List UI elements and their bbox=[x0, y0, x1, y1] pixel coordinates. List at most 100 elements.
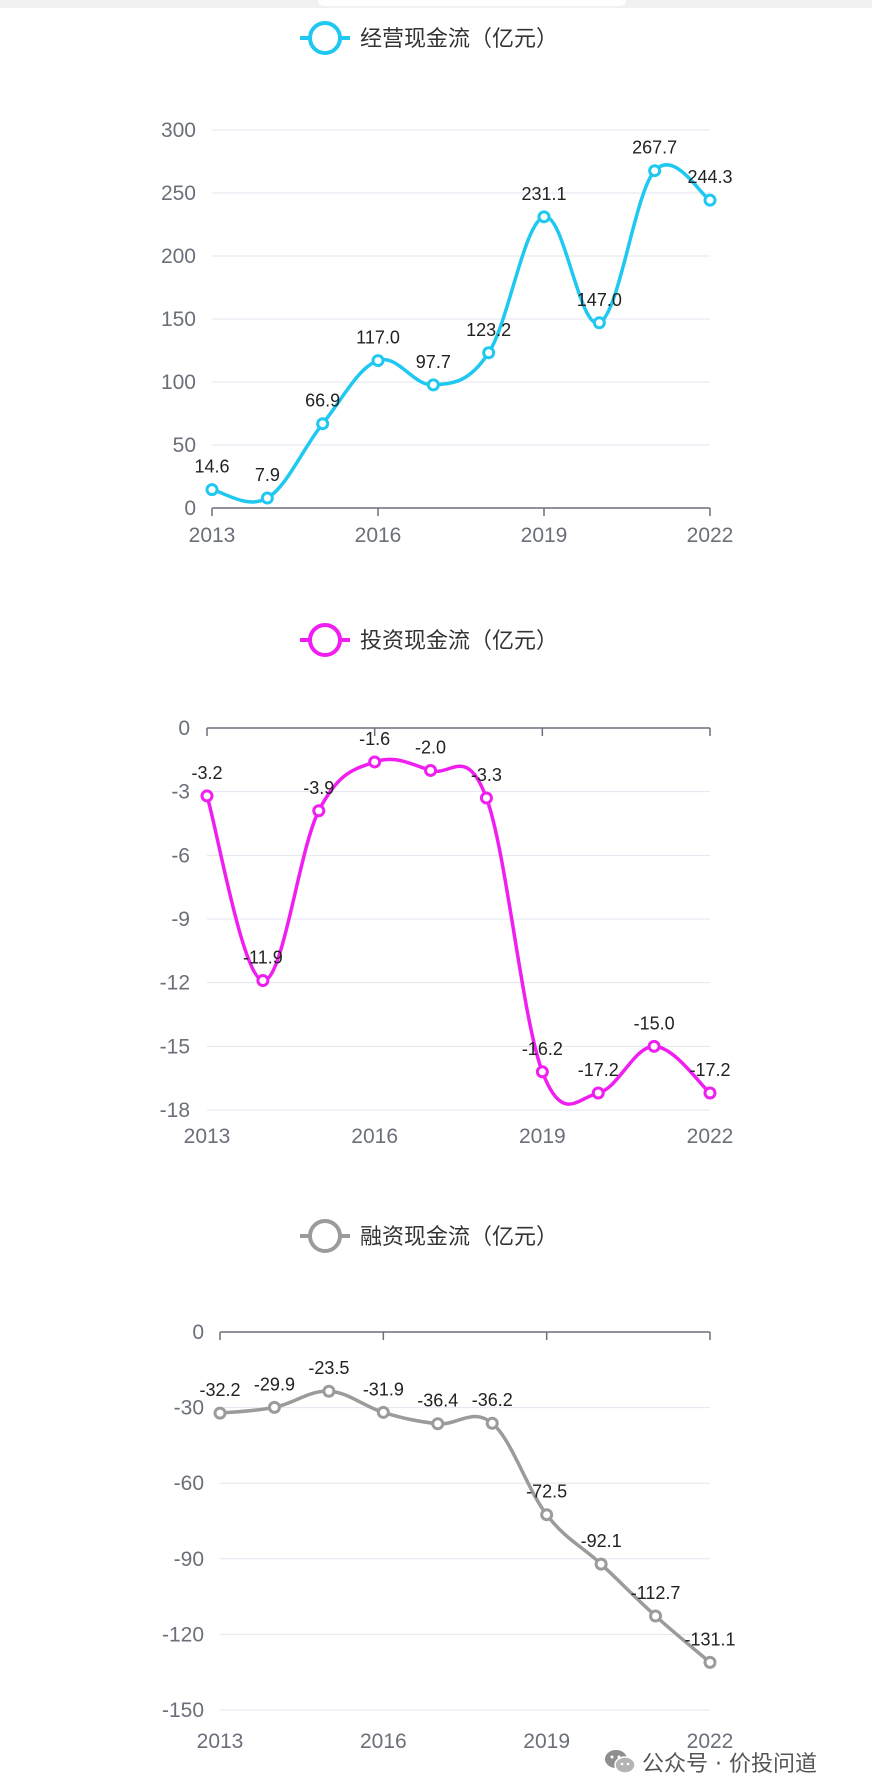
data-point[interactable] bbox=[647, 1039, 661, 1053]
y-tick-label: 100 bbox=[161, 371, 196, 394]
data-point[interactable] bbox=[267, 1400, 281, 1414]
data-point[interactable] bbox=[371, 354, 385, 368]
data-point[interactable] bbox=[256, 974, 270, 988]
data-point[interactable] bbox=[376, 1405, 390, 1419]
data-point[interactable] bbox=[703, 193, 717, 207]
data-label: 14.6 bbox=[194, 457, 229, 477]
x-tick-label: 2016 bbox=[351, 1125, 398, 1148]
data-point[interactable] bbox=[648, 164, 662, 178]
series-line bbox=[219, 1389, 712, 1664]
data-point[interactable] bbox=[205, 483, 219, 497]
y-tick-label: 250 bbox=[161, 182, 196, 205]
y-tick-label: -30 bbox=[174, 1397, 204, 1420]
data-point[interactable] bbox=[591, 1086, 605, 1100]
data-point[interactable] bbox=[368, 755, 382, 769]
data-point[interactable] bbox=[316, 417, 330, 431]
operating-cashflow-chart: 经营现金流（亿元） 0 50 100 150 200 250 300 2013 2016 2019 2… bbox=[161, 21, 734, 547]
data-label: -3.3 bbox=[471, 765, 502, 785]
y-tick-label: -9 bbox=[171, 908, 190, 931]
legend-label: 经营现金流（亿元） bbox=[360, 27, 558, 52]
watermark: 公众号 · 价投问道 bbox=[604, 1746, 817, 1778]
data-label: 147.0 bbox=[577, 290, 622, 310]
y-tick-label: 0 bbox=[184, 497, 196, 520]
x-tick-label: 2022 bbox=[687, 1125, 734, 1148]
data-point[interactable] bbox=[431, 1417, 445, 1431]
wechat-icon bbox=[605, 1750, 636, 1774]
data-point[interactable] bbox=[535, 1065, 549, 1079]
data-label: -3.9 bbox=[303, 778, 334, 798]
x-tick-label: 2013 bbox=[189, 524, 236, 547]
data-label: -36.4 bbox=[417, 1391, 458, 1411]
x-tick-label: 2016 bbox=[355, 524, 402, 547]
legend-marker bbox=[308, 21, 342, 55]
legend-label: 投资现金流（亿元） bbox=[360, 629, 558, 654]
legend[interactable]: 融资现金流（亿元） bbox=[300, 1219, 558, 1253]
y-tick-label: 50 bbox=[173, 434, 196, 457]
data-point[interactable] bbox=[537, 210, 551, 224]
data-point[interactable] bbox=[322, 1384, 336, 1398]
data-label: -16.2 bbox=[522, 1039, 563, 1059]
data-point[interactable] bbox=[540, 1508, 554, 1522]
data-label: -1.6 bbox=[359, 729, 390, 749]
data-point[interactable] bbox=[260, 491, 274, 505]
y-tick-label: 0 bbox=[192, 1321, 204, 1344]
y-tick-label: 150 bbox=[161, 308, 196, 331]
series-line bbox=[211, 163, 712, 504]
data-label: -17.2 bbox=[578, 1060, 619, 1080]
data-point[interactable] bbox=[200, 789, 214, 803]
y-tick-label: 0 bbox=[178, 717, 190, 740]
y-tick-label: -90 bbox=[174, 1548, 204, 1571]
x-tick-label: 2019 bbox=[519, 1125, 566, 1148]
watermark-text: 公众号 · 价投问道 bbox=[642, 1752, 817, 1777]
x-tick-label: 2013 bbox=[197, 1730, 244, 1750]
data-label: 97.7 bbox=[416, 352, 451, 372]
data-label: -36.2 bbox=[472, 1390, 513, 1410]
data-label: -32.2 bbox=[199, 1380, 240, 1400]
legend[interactable]: 投资现金流（亿元） bbox=[300, 623, 558, 657]
y-tick-label: -60 bbox=[174, 1472, 204, 1495]
data-point[interactable] bbox=[485, 1416, 499, 1430]
series-line bbox=[205, 757, 712, 1106]
data-label: 231.1 bbox=[521, 184, 566, 204]
data-point[interactable] bbox=[703, 1655, 717, 1669]
status-bar-notch bbox=[318, 0, 626, 6]
data-label: -3.2 bbox=[191, 763, 222, 783]
x-tick-label: 2019 bbox=[521, 524, 568, 547]
y-tick-label: 200 bbox=[161, 245, 196, 268]
data-point[interactable] bbox=[703, 1086, 717, 1100]
data-point[interactable] bbox=[649, 1609, 663, 1623]
investing-cashflow-chart: 投资现金流（亿元） 0 -3 -6 -9 -12 -15 -18 2013 2016 2019 202… bbox=[160, 623, 734, 1148]
financing-cashflow-chart: 融资现金流（亿元） 0 -30 -60 -90 -120 -150 2013 2016 2019 2… bbox=[162, 1219, 736, 1750]
data-label: 117.0 bbox=[356, 328, 400, 348]
data-label: -23.5 bbox=[308, 1358, 349, 1378]
data-label: -131.1 bbox=[684, 1629, 735, 1649]
data-label: -2.0 bbox=[415, 737, 446, 757]
y-tick-label: -3 bbox=[171, 781, 190, 804]
data-label: 267.7 bbox=[632, 138, 677, 158]
data-label: -11.9 bbox=[243, 948, 283, 968]
data-label: 123.2 bbox=[466, 320, 511, 340]
data-label: -17.2 bbox=[689, 1060, 730, 1080]
x-tick-label: 2013 bbox=[184, 1125, 231, 1148]
data-label: -31.9 bbox=[363, 1379, 404, 1399]
x-tick-label: 2022 bbox=[687, 524, 734, 547]
data-point[interactable] bbox=[594, 1557, 608, 1571]
data-point[interactable] bbox=[592, 316, 606, 330]
data-point[interactable] bbox=[426, 378, 440, 392]
data-point[interactable] bbox=[213, 1406, 227, 1420]
legend[interactable]: 经营现金流（亿元） bbox=[300, 21, 558, 55]
data-point[interactable] bbox=[424, 763, 438, 777]
data-point[interactable] bbox=[312, 804, 326, 818]
data-label: -112.7 bbox=[631, 1583, 681, 1603]
y-tick-label: -18 bbox=[160, 1099, 190, 1122]
x-tick-label: 2016 bbox=[360, 1730, 407, 1750]
data-label: -92.1 bbox=[581, 1531, 622, 1551]
data-label: -72.5 bbox=[526, 1482, 567, 1502]
data-label: 244.3 bbox=[687, 167, 732, 187]
x-tick-label: 2019 bbox=[523, 1730, 570, 1750]
legend-label: 融资现金流（亿元） bbox=[360, 1225, 558, 1250]
y-tick-label: -120 bbox=[162, 1623, 204, 1646]
data-point[interactable] bbox=[479, 791, 493, 805]
data-point[interactable] bbox=[482, 346, 496, 360]
status-bar bbox=[0, 0, 872, 8]
